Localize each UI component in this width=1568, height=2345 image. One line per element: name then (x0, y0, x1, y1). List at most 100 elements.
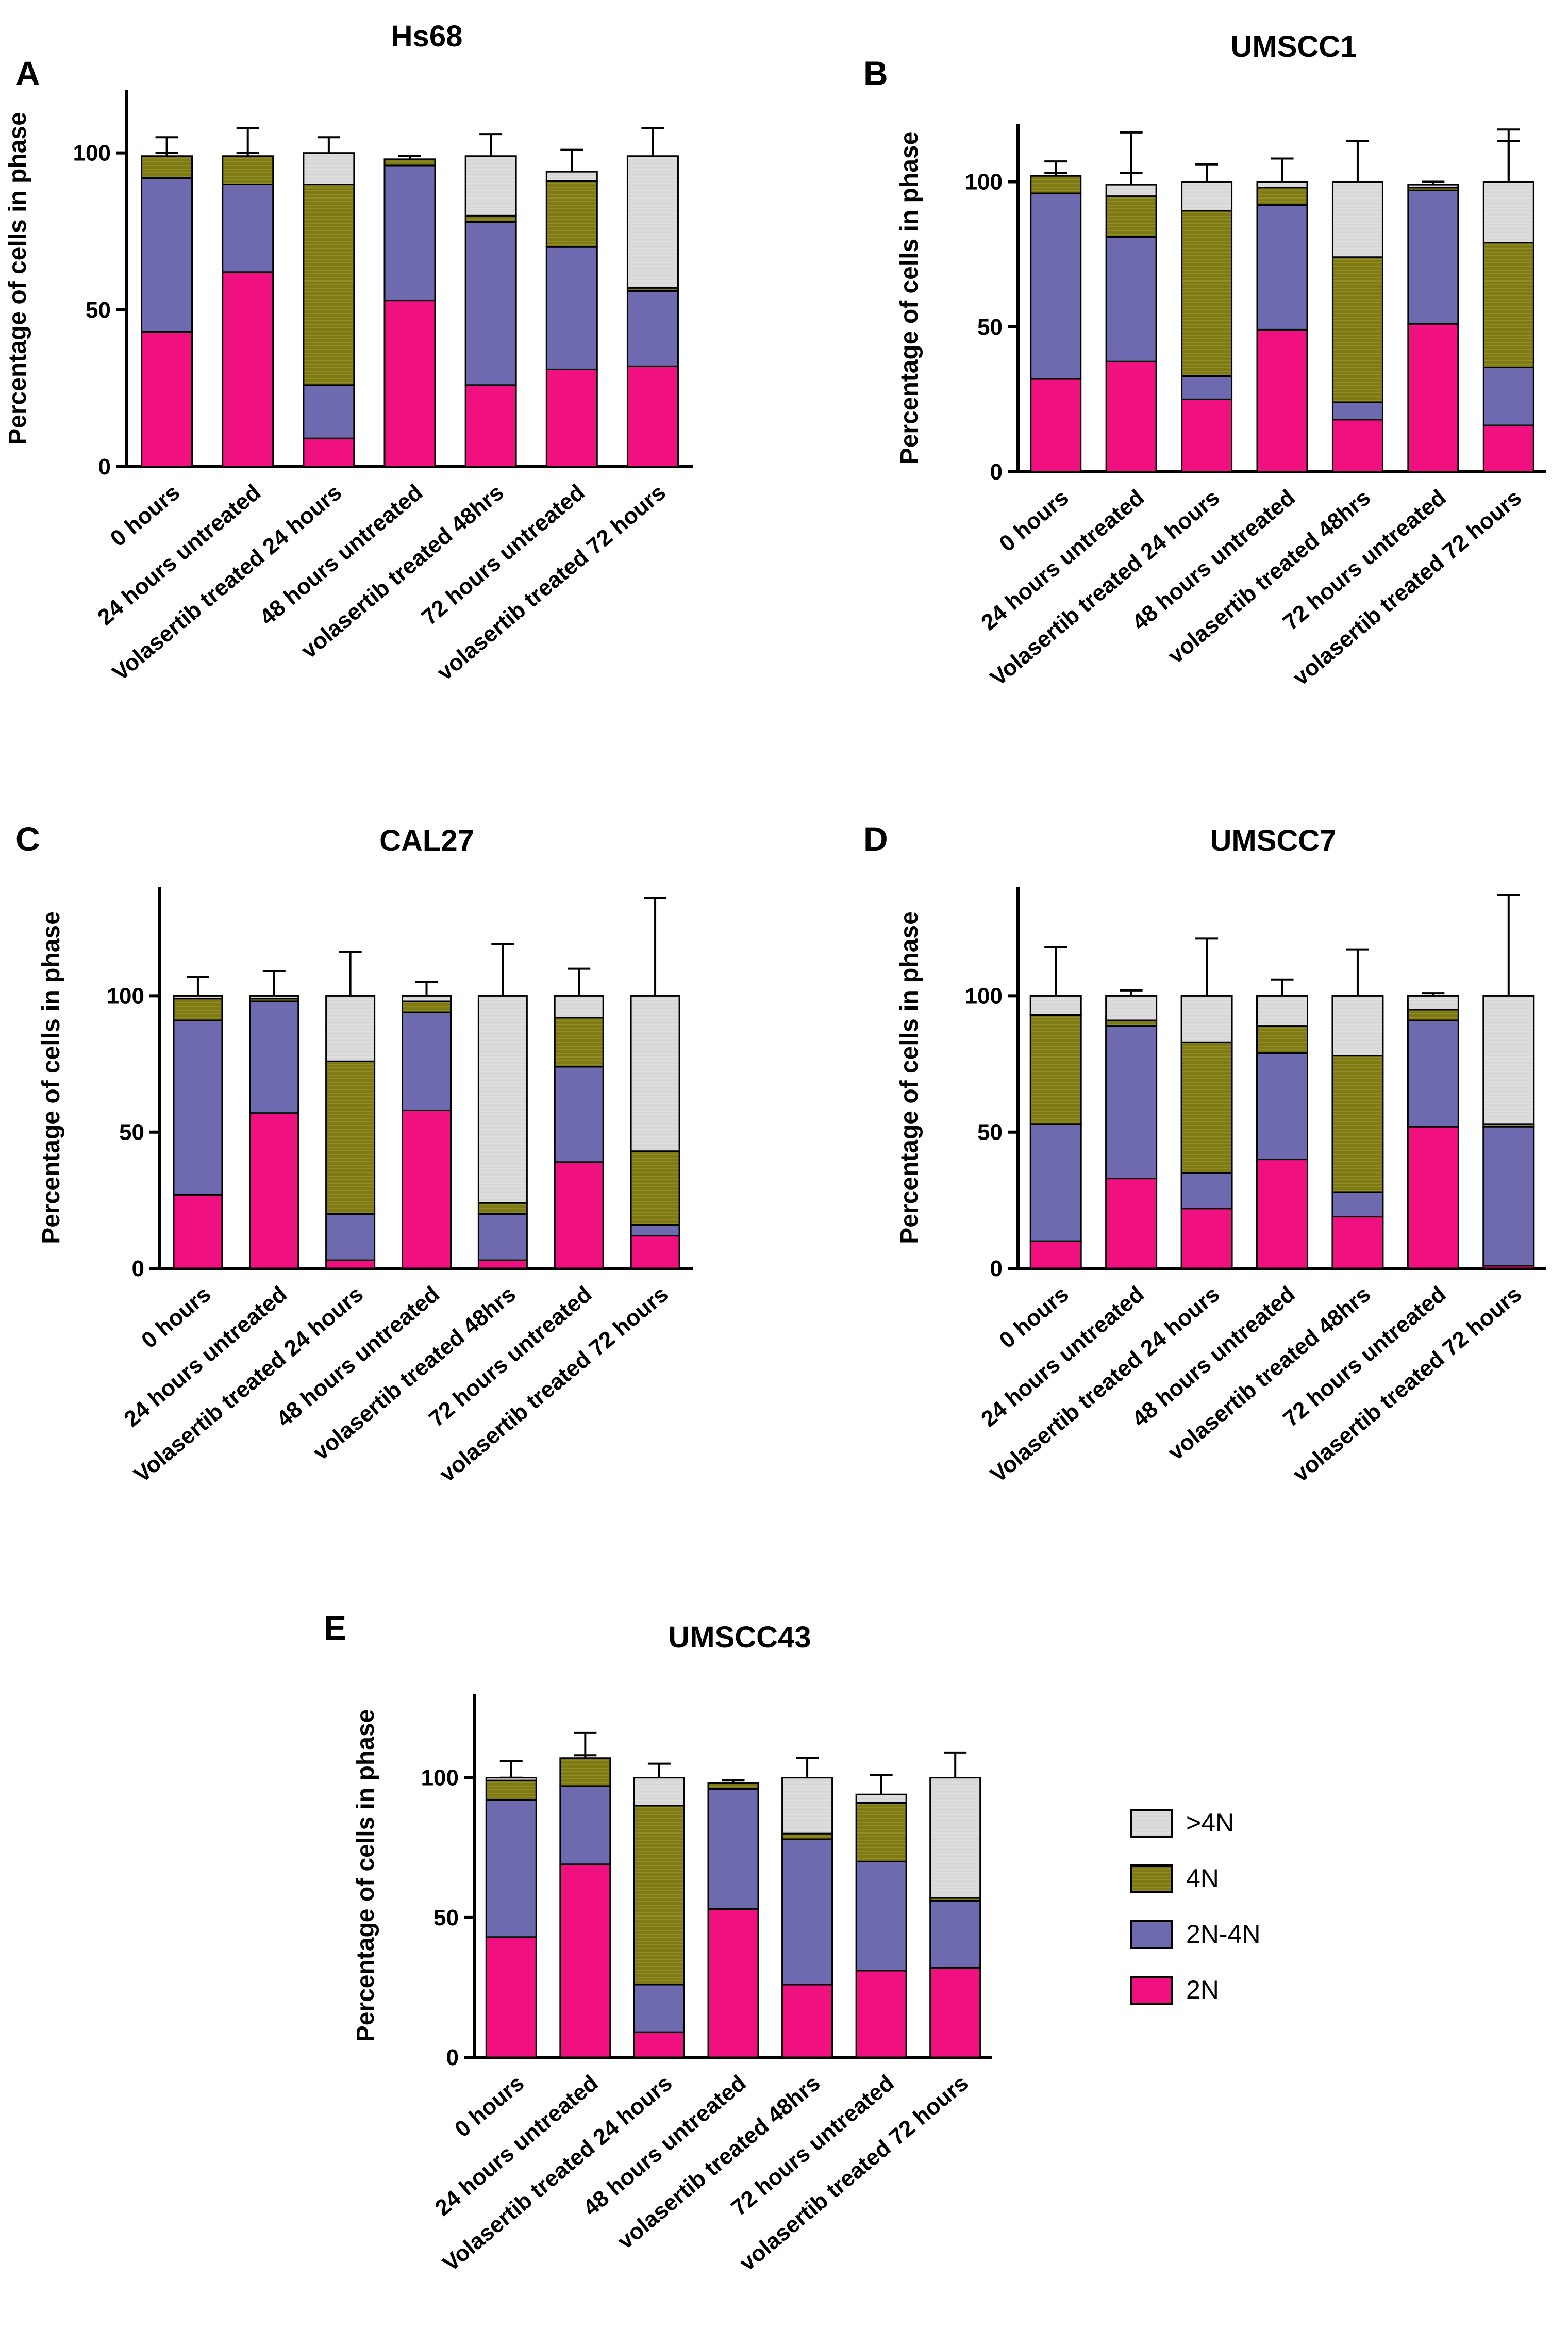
bar-segment-4n (781, 1832, 833, 1840)
bar-segment-4n (303, 184, 355, 386)
bar-segment-gt4n (1181, 181, 1233, 212)
error-bar (560, 148, 583, 172)
error-bar (1346, 948, 1369, 996)
y-tick-label: 50 (86, 298, 111, 323)
bar-segment-gt4n (173, 995, 223, 1000)
chart-panel-a: A Hs68 0 50 100 Percentage of cells in phase 0… (4, 20, 693, 686)
bar-segment-2n-4n (402, 1011, 452, 1111)
bar-segment-4n (554, 1017, 604, 1068)
error-bar (317, 136, 340, 153)
bar-segment-4n (1105, 195, 1157, 238)
bar-segment-4n (630, 1150, 680, 1226)
bar-segment-4n (1105, 1019, 1158, 1027)
bar-segment-4n (485, 1779, 537, 1801)
bar-segment-2n (1030, 378, 1082, 473)
panel-letter: A (15, 54, 40, 92)
bar-segment-2n (554, 1161, 604, 1269)
y-axis-label: Percentage of cells in phase (4, 112, 31, 445)
bar-segment-2n-4n (141, 177, 193, 333)
bar-segment-2n (630, 1235, 680, 1269)
bar-segment-2n-4n (707, 1788, 759, 1910)
y-tick-label: 100 (421, 1765, 459, 1791)
bar-segment-4n (1482, 242, 1534, 368)
chart-title: Hs68 (391, 20, 463, 53)
chart-panel-d: D UMSCC7 0 50 100 Percentage of cells in phas… (863, 820, 1546, 1488)
error-bar (1271, 978, 1294, 996)
y-tick-label: 100 (965, 983, 1003, 1009)
panel-letter: C (15, 820, 40, 858)
error-bar (1422, 992, 1445, 996)
bar-segment-2n-4n (630, 1224, 680, 1237)
error-bar (415, 981, 438, 996)
bar-segment-2n (1180, 1208, 1233, 1269)
y-axis-label: Percentage of cells in phase (352, 1709, 379, 2042)
error-bar (796, 1757, 819, 1778)
error-bar (1120, 131, 1143, 185)
y-tick-label: 0 (990, 459, 1003, 485)
y-tick-label: 50 (977, 1120, 1003, 1145)
legend-swatch (1130, 1976, 1173, 2005)
bar-segment-2n (141, 331, 193, 468)
bar-segment-2n (1407, 1126, 1459, 1269)
bar-segment-4n (141, 155, 193, 179)
error-bar (647, 1762, 671, 1778)
chart-panel-c: C CAL27 0 50 100 Percentage of cells in phase… (15, 820, 693, 1488)
bar-segment-2n (1482, 424, 1534, 473)
bar-segment-gt4n (485, 1777, 537, 1781)
bar-segment-2n (325, 1259, 376, 1269)
bar-segment-2n (222, 271, 274, 468)
bar-segment-gt4n (626, 155, 679, 289)
error-bar (1422, 180, 1445, 185)
bar-segment-2n-4n (173, 1019, 223, 1196)
bar-segment-2n (1407, 323, 1459, 473)
bar-segment-4n (477, 1202, 528, 1215)
bar-segment-2n-4n (1180, 1172, 1233, 1210)
bar-segment-2n (173, 1194, 223, 1269)
legend-item: >4N (1130, 1808, 1234, 1838)
bar-segment-4n (464, 214, 517, 223)
bar-segment-gt4n (1482, 181, 1534, 244)
bar-segment-2n-4n (1181, 375, 1233, 400)
bar-segment-2n (1331, 419, 1383, 473)
bar-segment-2n-4n (222, 184, 274, 273)
bar-segment-2n (1105, 360, 1157, 473)
y-axis-label: Percentage of cells in phase (896, 131, 923, 465)
error-bar (398, 155, 421, 159)
legend-swatch (1130, 1920, 1173, 1949)
bar-segment-2n-4n (1030, 192, 1082, 380)
error-bar (1195, 163, 1219, 182)
bar-segment-4n (633, 1805, 685, 1986)
bar-segment-4n (1256, 187, 1308, 206)
bar-segment-2n (855, 1970, 907, 2058)
bar-segment-2n (1331, 1216, 1384, 1269)
bar-segment-2n-4n (1482, 367, 1534, 426)
bar-segment-gt4n (1180, 995, 1233, 1043)
bar-segment-2n (626, 365, 679, 468)
legend-label: 2N (1186, 1975, 1219, 2004)
bar-segment-4n (325, 1060, 376, 1215)
bar-segment-4n (1030, 175, 1082, 194)
bar-segment-4n (707, 1782, 759, 1790)
bar-segment-2n-4n (249, 1000, 299, 1114)
bar-segment-4n (402, 1000, 452, 1013)
error-bar (1195, 937, 1219, 996)
bar-segment-2n (929, 1967, 981, 2058)
bar-segment-4n (173, 998, 223, 1021)
bar-segment-2n (464, 384, 517, 468)
y-axis-label: Percentage of cells in phase (896, 911, 923, 1244)
chart-panels: A Hs68 0 50 100 Percentage of cells in phase 0… (4, 20, 1546, 2276)
bar-segment-4n (1180, 1041, 1233, 1174)
bar-segment-2n-4n (1105, 236, 1157, 362)
y-tick-label: 0 (990, 1256, 1003, 1281)
bar-segment-2n-4n (1029, 1123, 1082, 1242)
bar-segment-gt4n (855, 1793, 907, 1804)
bar-segment-2n-4n (1256, 204, 1308, 331)
error-bar (944, 1751, 967, 1778)
bar-segment-2n-4n (1407, 1019, 1459, 1128)
bar-segment-gt4n (1105, 995, 1158, 1021)
error-bar (1271, 157, 1294, 182)
error-bar (155, 136, 178, 156)
bar-segment-2n-4n (545, 246, 598, 370)
legend-swatch (1130, 1864, 1173, 1893)
chart-title: UMSCC43 (668, 1621, 811, 1654)
